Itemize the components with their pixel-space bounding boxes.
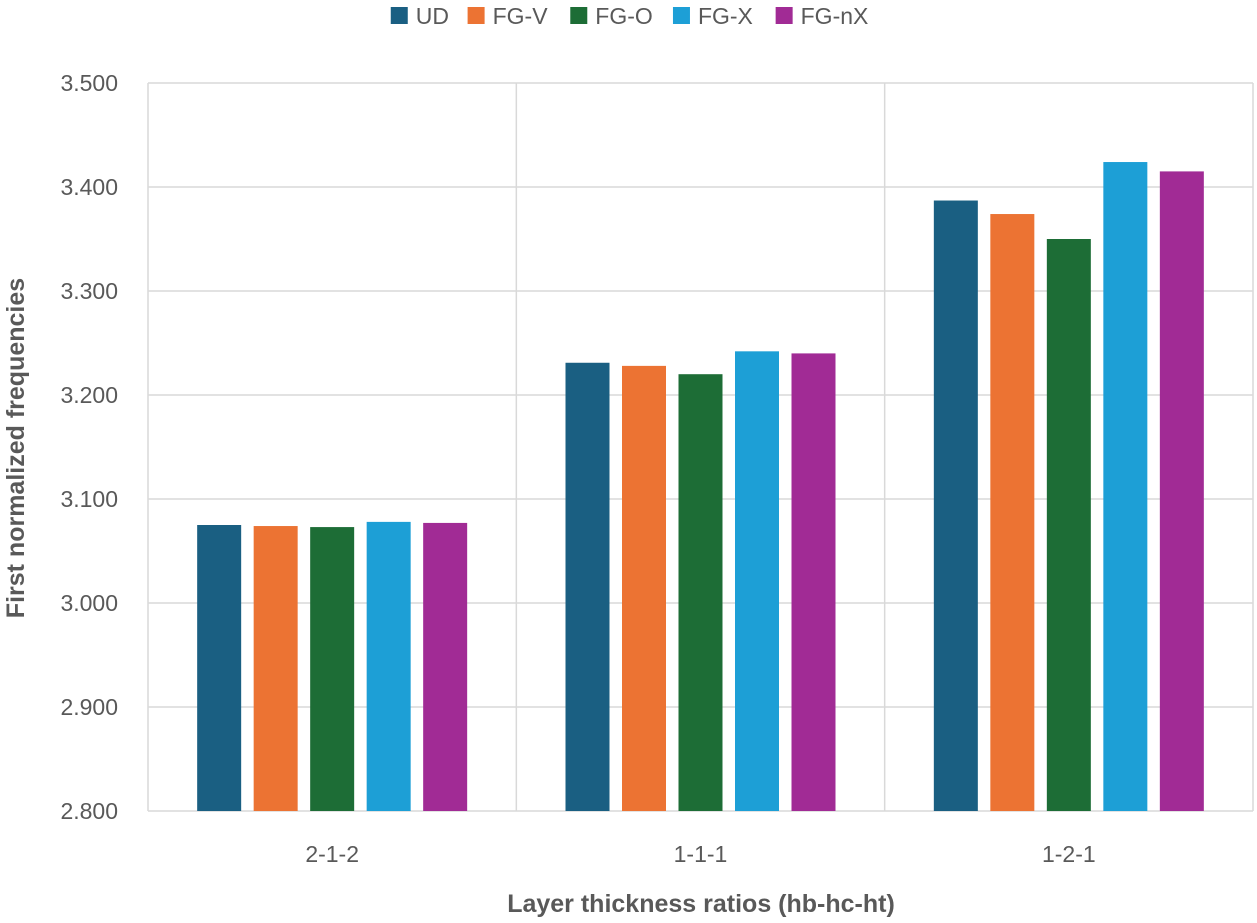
bar-fg-x-1-1-1	[735, 351, 779, 811]
bar-fg-o-2-1-2	[310, 527, 355, 811]
bar-fg-v-1-1-1	[622, 365, 666, 811]
y-tick-label: 3.100	[60, 486, 118, 512]
bar-fg-v-1-2-1	[990, 214, 1035, 812]
bars	[197, 162, 1204, 812]
bar-fg-v-2-1-2	[253, 526, 298, 811]
x-tick-label: 2-1-2	[305, 841, 359, 867]
bar-ud-1-1-1	[565, 362, 610, 811]
y-axis-tick-labels: 2.800 2.900 3.000 3.100 3.200 3.300 3.400 3.500	[60, 70, 118, 824]
y-tick-label: 3.300	[60, 278, 118, 304]
x-axis-category-labels: 2-1-2 1-1-1 1-2-1	[305, 841, 1095, 867]
legend: UD FG-V FG-O FG-X FG-nX	[390, 3, 869, 29]
y-tick-label: 3.200	[60, 382, 118, 408]
legend-label-fg-nx: FG-nX	[801, 3, 869, 29]
legend-label-fg-x: FG-X	[698, 3, 753, 29]
y-tick-label: 2.800	[60, 798, 118, 824]
legend-swatch-ud	[390, 7, 408, 24]
x-tick-label: 1-1-1	[674, 841, 728, 867]
y-tick-label: 2.900	[60, 694, 118, 720]
x-axis-title: Layer thickness ratios (hb-hc-ht)	[507, 890, 895, 918]
legend-label-ud: UD	[416, 3, 449, 29]
y-tick-label: 3.500	[60, 70, 118, 96]
x-tick-label: 1-2-1	[1042, 841, 1096, 867]
y-tick-label: 3.000	[60, 590, 118, 616]
bar-ud-1-2-1	[933, 200, 978, 811]
y-axis-title: First normalized frequencies	[2, 278, 30, 618]
bar-fg-nx-1-1-1	[791, 353, 836, 811]
bar-fg-nx-1-2-1	[1159, 171, 1204, 811]
bar-fg-x-2-1-2	[366, 521, 411, 811]
bar-fg-o-1-2-1	[1046, 239, 1091, 811]
legend-label-fg-o: FG-O	[595, 3, 653, 29]
y-tick-label: 3.400	[60, 174, 118, 200]
bar-fg-nx-2-1-2	[423, 522, 468, 811]
bar-fg-o-1-1-1	[678, 374, 723, 811]
legend-label-fg-v: FG-V	[493, 3, 549, 29]
legend-swatch-fg-nx	[775, 7, 793, 24]
legend-swatch-fg-v	[467, 7, 485, 24]
bar-fg-x-1-2-1	[1103, 162, 1148, 812]
bar-ud-2-1-2	[197, 525, 242, 811]
legend-swatch-fg-o	[570, 7, 588, 24]
legend-swatch-fg-x	[672, 7, 690, 24]
